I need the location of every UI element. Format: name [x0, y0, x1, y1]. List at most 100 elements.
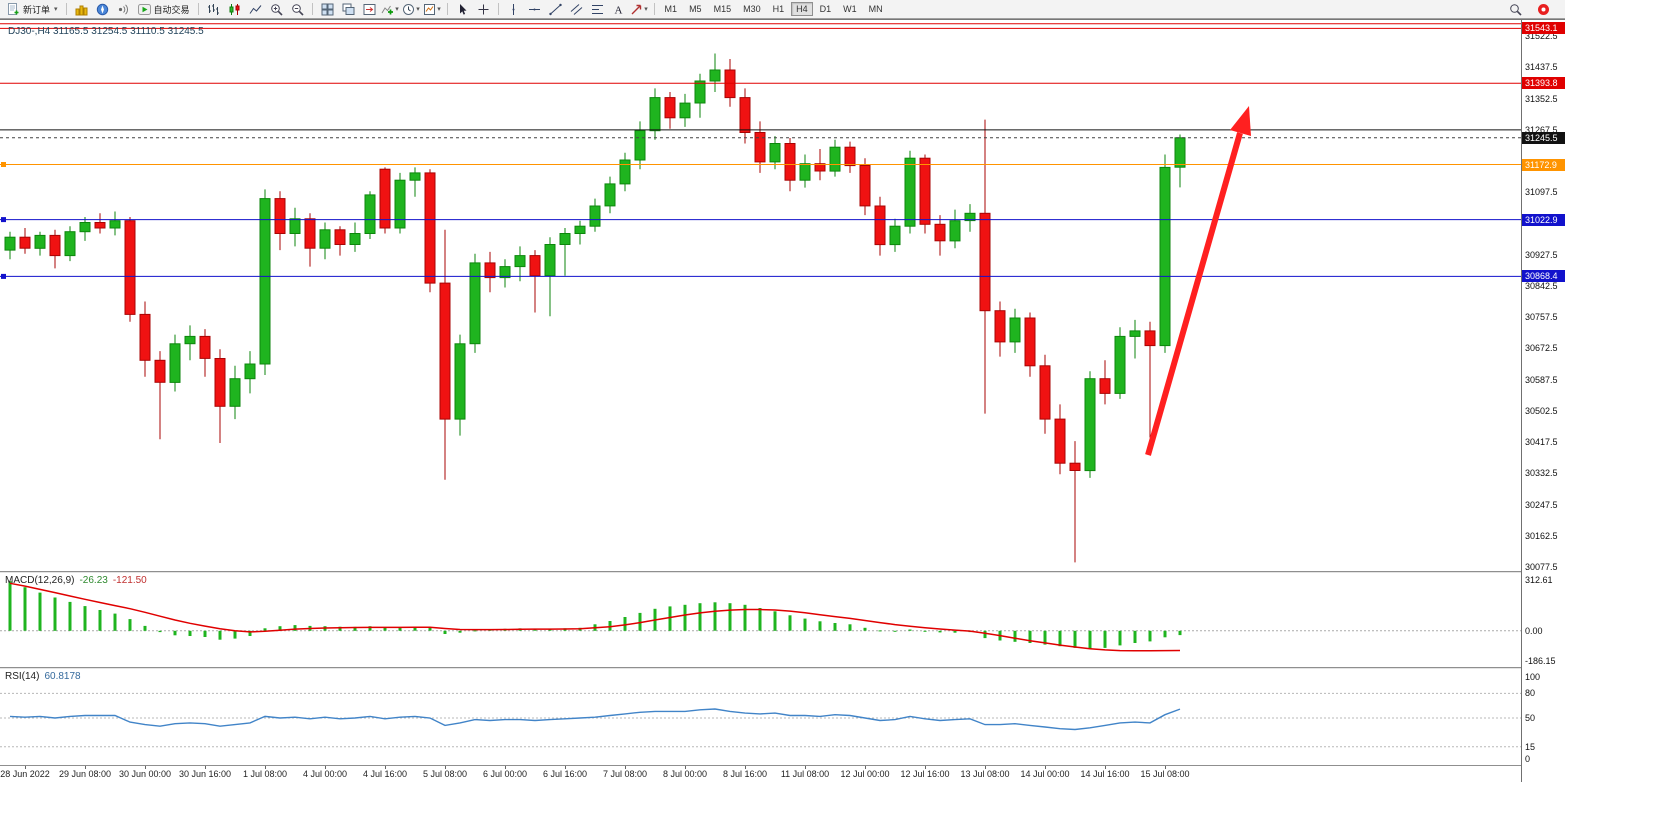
price-tick: 31097.5	[1525, 187, 1558, 198]
chart-shift-button[interactable]	[359, 1, 380, 17]
arrows-button[interactable]: ▾	[629, 1, 650, 17]
price-box: 31172.9	[1522, 158, 1565, 171]
toolbar-separator	[497, 3, 499, 15]
trendline-button[interactable]	[545, 1, 566, 17]
market-watch-button[interactable]	[71, 1, 92, 17]
macd-value-main: -26.23	[79, 575, 108, 586]
time-tick	[1045, 766, 1046, 769]
templates-button[interactable]: ▾	[422, 1, 443, 17]
candlestick-button[interactable]	[224, 1, 245, 17]
timeframe-d1-button[interactable]: D1	[815, 2, 837, 16]
panel-separator[interactable]	[0, 571, 1521, 573]
time-label: 30 Jun 16:00	[178, 769, 232, 779]
timeframe-m5-button[interactable]: M5	[684, 2, 707, 16]
navigator-icon	[96, 3, 109, 16]
toolbar-separator	[311, 3, 313, 15]
vertical-line-icon	[507, 3, 520, 16]
panel-separator[interactable]	[0, 667, 1521, 669]
candlestick-icon	[228, 3, 241, 16]
rsi-canvas[interactable]	[0, 669, 1521, 765]
time-label: 28 Jun 2022	[0, 769, 50, 779]
new-order-button[interactable]: 新订单 ▾	[3, 1, 62, 17]
new-order-icon	[7, 2, 20, 16]
crosshair-button[interactable]	[473, 1, 494, 17]
time-label: 13 Jul 08:00	[960, 769, 1010, 779]
cursor-button[interactable]	[452, 1, 473, 17]
time-axis[interactable]: 28 Jun 2022 29 Jun 08:00 30 Jun 00:00 30 Ju…	[0, 766, 1521, 782]
time-label: 1 Jul 08:00	[242, 769, 288, 779]
price-chart-canvas[interactable]	[0, 20, 1521, 571]
price-tick: 31352.5	[1525, 93, 1558, 104]
notification-badge[interactable]	[1533, 1, 1554, 17]
main-chart-panel: DJ30-,H4 31165.5 31254.5 31110.5 31245.5	[0, 20, 1521, 571]
time-label: 8 Jul 16:00	[722, 769, 768, 779]
zoom-in-icon	[270, 3, 283, 16]
price-tick: 31267.5	[1525, 124, 1558, 135]
zoom-out-icon	[291, 3, 304, 16]
chevron-down-icon: ▾	[644, 6, 648, 13]
price-tick: 31522.5	[1525, 31, 1558, 41]
channel-button[interactable]	[566, 1, 587, 17]
chevron-down-icon: ▾	[437, 6, 441, 13]
rsi-panel: RSI(14) 60.8178	[0, 669, 1521, 766]
fibonacci-icon	[591, 3, 604, 16]
timeframe-h4-button[interactable]: H4	[791, 2, 813, 16]
indicators-button[interactable]: ▾	[380, 1, 401, 17]
chart-shift-icon	[363, 3, 376, 16]
time-tick	[1165, 766, 1166, 769]
price-axis[interactable]: 31522.5 31437.5 31352.5 31267.5 31097.5 30927…	[1522, 20, 1565, 782]
time-label: 4 Jul 16:00	[362, 769, 408, 779]
search-button[interactable]	[1505, 1, 1526, 17]
timeframe-mn-button[interactable]: MN	[864, 2, 888, 16]
zoom-in-button[interactable]	[266, 1, 287, 17]
chart-window: DJ30-,H4 31165.5 31254.5 31110.5 31245.5…	[0, 19, 1565, 782]
price-box: 31393.8	[1522, 77, 1565, 90]
text-button[interactable]: A	[608, 1, 629, 17]
tile-windows-button[interactable]	[317, 1, 338, 17]
chevron-down-icon: ▾	[54, 6, 58, 13]
notification-icon	[1537, 3, 1550, 16]
toolbar-separator	[65, 3, 67, 15]
fibonacci-button[interactable]	[587, 1, 608, 17]
time-label: 7 Jul 08:00	[602, 769, 648, 779]
time-tick	[325, 766, 326, 769]
templates-icon	[423, 3, 436, 16]
macd-canvas[interactable]	[0, 573, 1521, 667]
zoom-out-button[interactable]	[287, 1, 308, 17]
price-tick: 30927.5	[1525, 249, 1558, 260]
navigator-button[interactable]	[92, 1, 113, 17]
cascade-windows-button[interactable]	[338, 1, 359, 17]
new-order-label: 新订单	[23, 4, 51, 15]
rsi-tick: 80	[1525, 688, 1536, 699]
macd-panel: MACD(12,26,9) -26.23 -121.50	[0, 573, 1521, 667]
bar-chart-button[interactable]	[203, 1, 224, 17]
plot-column: DJ30-,H4 31165.5 31254.5 31110.5 31245.5…	[0, 20, 1522, 782]
line-chart-button[interactable]	[245, 1, 266, 17]
price-tick: 31437.5	[1525, 62, 1558, 73]
timeframe-w1-button[interactable]: W1	[838, 2, 862, 16]
time-label: 29 Jun 08:00	[58, 769, 112, 779]
autotrading-button[interactable]: 自动交易	[134, 1, 194, 17]
autotrading-icon	[137, 3, 151, 16]
alerts-button[interactable]	[113, 1, 134, 17]
periods-button[interactable]: ▾	[401, 1, 422, 17]
rsi-tick: 100	[1525, 672, 1541, 682]
current-price-box: 31245.5	[1522, 131, 1565, 144]
price-tick: 30332.5	[1525, 468, 1558, 479]
timeframe-m1-button[interactable]: M1	[660, 2, 683, 16]
macd-tick: -186.15	[1525, 656, 1556, 666]
time-tick	[625, 766, 626, 769]
timeframe-h1-button[interactable]: H1	[768, 2, 790, 16]
timeframe-m30-button[interactable]: M30	[738, 2, 766, 16]
timeframe-m15-button[interactable]: M15	[709, 2, 737, 16]
time-label: 12 Jul 16:00	[900, 769, 950, 779]
time-label: 30 Jun 00:00	[118, 769, 172, 779]
toolbar-right-group	[1505, 1, 1562, 17]
vertical-line-button[interactable]	[503, 1, 524, 17]
horizontal-line-button[interactable]	[524, 1, 545, 17]
time-label: 8 Jul 00:00	[662, 769, 708, 779]
rsi-label: RSI(14) 60.8178	[5, 671, 81, 682]
autotrading-label: 自动交易	[153, 4, 190, 15]
time-tick	[925, 766, 926, 769]
time-tick	[685, 766, 686, 769]
